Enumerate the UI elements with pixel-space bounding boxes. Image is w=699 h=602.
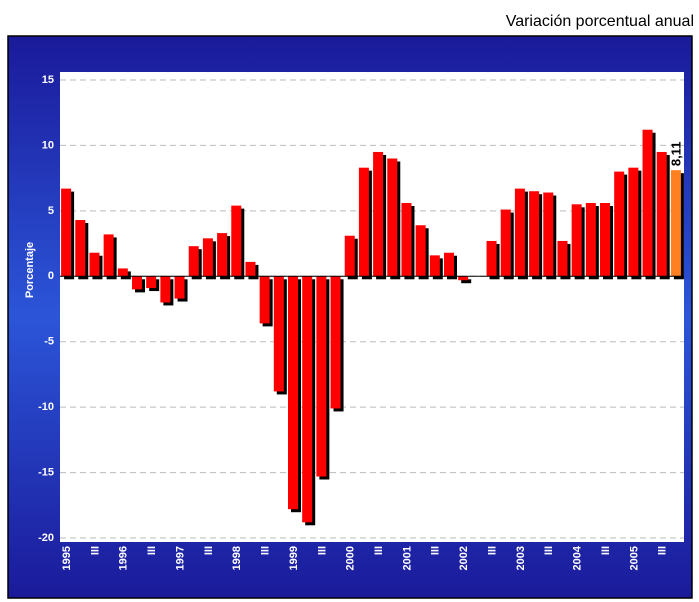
bar — [358, 167, 369, 277]
bar — [514, 188, 525, 277]
bar — [316, 276, 327, 477]
bar — [146, 276, 157, 289]
bar — [543, 192, 554, 277]
bar — [557, 240, 568, 277]
bar — [600, 203, 610, 277]
bar — [75, 220, 86, 277]
x-tick-label: III — [486, 546, 498, 555]
plot-area — [60, 72, 684, 542]
bar — [401, 203, 412, 277]
bar — [642, 129, 653, 277]
bar — [117, 268, 128, 277]
x-tick-label: III — [600, 546, 612, 555]
y-tick-label: -20 — [38, 532, 54, 544]
x-tick-label: 2002 — [458, 546, 470, 570]
bar — [132, 276, 142, 290]
x-tick-label: III — [260, 546, 272, 555]
y-tick-label: 5 — [48, 205, 54, 217]
x-tick-label: 1995 — [61, 546, 73, 570]
bar — [614, 171, 625, 277]
y-tick-label: -15 — [38, 466, 54, 478]
bar — [231, 205, 242, 277]
bar — [656, 151, 667, 277]
x-tick-label: 1996 — [118, 546, 130, 570]
bar — [628, 167, 639, 277]
bar — [373, 151, 384, 277]
x-tick-label: 2000 — [345, 546, 357, 570]
bar — [529, 191, 540, 277]
x-tick-label: 2003 — [515, 546, 527, 570]
bar — [585, 203, 596, 277]
x-tick-label: III — [203, 546, 215, 555]
bar — [61, 188, 72, 277]
x-tick-label: III — [316, 546, 328, 555]
bar — [288, 276, 298, 510]
x-tick-label: III — [657, 546, 669, 555]
y-axis-label: Porcentaje — [24, 242, 36, 298]
bar — [344, 235, 355, 277]
y-tick-label: -5 — [44, 336, 54, 348]
bar — [273, 276, 284, 392]
bar — [444, 252, 454, 277]
y-tick-label: 15 — [42, 74, 54, 86]
y-tick-label: -10 — [38, 401, 54, 413]
x-tick-label: 2001 — [401, 546, 413, 570]
bar — [174, 276, 185, 299]
bar — [387, 158, 398, 277]
bar — [500, 209, 511, 277]
x-tick-label: 2005 — [628, 546, 640, 570]
bar — [217, 233, 228, 277]
bar — [429, 255, 440, 277]
x-tick-label: 1998 — [231, 546, 243, 570]
bar — [571, 204, 582, 277]
bar — [245, 261, 256, 277]
bar — [302, 276, 313, 523]
bar — [330, 276, 341, 409]
bar — [202, 238, 213, 277]
data-label: 8,11 — [668, 142, 683, 167]
x-tick-label: III — [89, 546, 101, 555]
chart-title: Variación porcentual anual — [506, 13, 694, 30]
bar — [160, 276, 171, 303]
x-tick-label: III — [373, 546, 385, 555]
x-tick-label: 1999 — [288, 546, 300, 570]
bar — [670, 170, 681, 277]
bar — [103, 234, 114, 277]
x-tick-label: III — [543, 546, 555, 555]
bar — [486, 240, 497, 277]
x-tick-label: III — [146, 546, 158, 555]
bar — [415, 225, 426, 277]
x-tick-label: 2004 — [572, 545, 584, 570]
bar — [458, 276, 469, 281]
y-tick-label: 0 — [48, 270, 54, 282]
bar-shadow — [461, 279, 472, 284]
bar — [188, 246, 199, 277]
x-tick-label: III — [430, 546, 442, 555]
x-tick-label: 1997 — [174, 546, 186, 570]
y-tick-label: 10 — [42, 139, 54, 151]
bar — [89, 252, 100, 277]
bar — [259, 276, 270, 324]
